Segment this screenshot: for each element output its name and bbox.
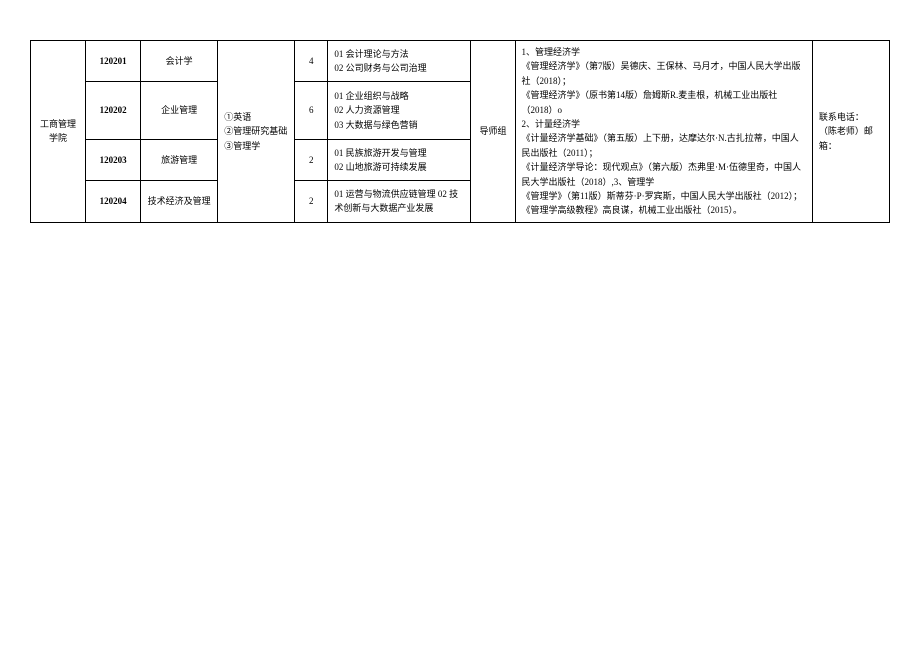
directions-cell: 01 民族旅游开发与管理02 山地旅游可持续发展	[328, 139, 471, 180]
contact-cell: 联系电话：（陈老师）邮箱：	[812, 41, 889, 223]
num-cell: 6	[295, 82, 328, 139]
directions-cell: 01 会计理论与方法02 公司财务与公司治理	[328, 41, 471, 82]
num-cell: 2	[295, 139, 328, 180]
major-cell: 会计学	[141, 41, 218, 82]
references-cell: 1、管理经济学《管理经济学》（第7版）吴德庆、王保林、马月才，中国人民大学出版社…	[515, 41, 812, 223]
table-row: 工商管理学院 120201 会计学 ①英语②管理研究基础③管理学 4 01 会计…	[31, 41, 890, 82]
num-cell: 4	[295, 41, 328, 82]
subjects-cell: ①英语②管理研究基础③管理学	[218, 41, 295, 223]
advisor-cell: 导师组	[471, 41, 515, 223]
code-cell: 120203	[86, 139, 141, 180]
directions-cell: 01 企业组织与战略02 人力资源管理03 大数据与绿色营销	[328, 82, 471, 139]
major-cell: 技术经济及管理	[141, 181, 218, 222]
program-table: 工商管理学院 120201 会计学 ①英语②管理研究基础③管理学 4 01 会计…	[30, 40, 890, 223]
num-cell: 2	[295, 181, 328, 222]
major-cell: 旅游管理	[141, 139, 218, 180]
code-cell: 120201	[86, 41, 141, 82]
code-cell: 120204	[86, 181, 141, 222]
code-cell: 120202	[86, 82, 141, 139]
directions-cell: 01 运营与物流供应链管理 02 技术创新与大数据产业发展	[328, 181, 471, 222]
major-cell: 企业管理	[141, 82, 218, 139]
department-cell: 工商管理学院	[31, 41, 86, 223]
